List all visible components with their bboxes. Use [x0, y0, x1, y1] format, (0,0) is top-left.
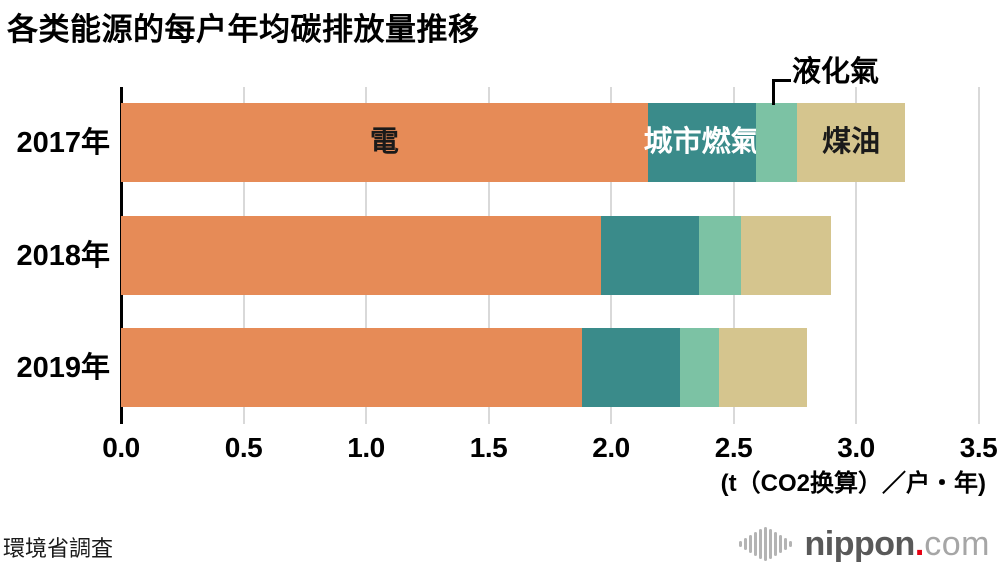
x-tick-label: 0.5	[224, 432, 263, 463]
bar-segment	[121, 328, 582, 407]
bar-segment	[718, 328, 807, 407]
x-tick-label: 1.0	[347, 432, 385, 463]
bar-segment	[755, 103, 798, 182]
bar-segment-label: 電	[369, 126, 399, 158]
bar-segment: 電	[121, 103, 648, 182]
logo-wordmark: nippon	[804, 525, 916, 563]
category-label: 2019年	[16, 351, 110, 384]
source-note: 環境省調査	[3, 536, 114, 561]
x-tick-label: 2.0	[592, 432, 630, 463]
bar-segment-label: 煤油	[822, 126, 881, 158]
gridline	[977, 87, 980, 424]
lpg-callout-bracket	[772, 79, 791, 105]
gridline	[855, 87, 857, 424]
soundwave-icon	[738, 527, 794, 561]
category-label: 2018年	[16, 239, 110, 272]
x-axis-unit-label: (t（CO2换算）／户・年)	[720, 470, 986, 497]
bar-segment	[699, 216, 741, 295]
x-tick-label: 1.5	[469, 432, 508, 463]
x-tick-label: 2.5	[714, 432, 753, 463]
lpg-callout-label: 液化氣	[792, 56, 880, 88]
bar-segment	[601, 216, 700, 295]
bar-segment	[581, 328, 680, 407]
logo-tld: com	[924, 525, 990, 563]
chart-title: 各类能源的每户年均碳排放量推移	[7, 12, 480, 47]
bar-segment-label: 城市燃氣	[643, 126, 760, 158]
bar-segment	[740, 216, 832, 295]
logo-dot: .	[914, 525, 925, 563]
category-label: 2017年	[16, 126, 110, 159]
bar-segment	[121, 216, 602, 295]
nippon-logo: nippon . com	[738, 525, 990, 563]
bar-segment	[679, 328, 719, 407]
bar-segment: 城市燃氣	[644, 103, 760, 182]
x-tick-label: 3.5	[959, 432, 998, 463]
x-tick-label: 0.0	[102, 432, 140, 463]
x-tick-label: 3.0	[837, 432, 875, 463]
bar-segment: 煤油	[797, 103, 905, 182]
